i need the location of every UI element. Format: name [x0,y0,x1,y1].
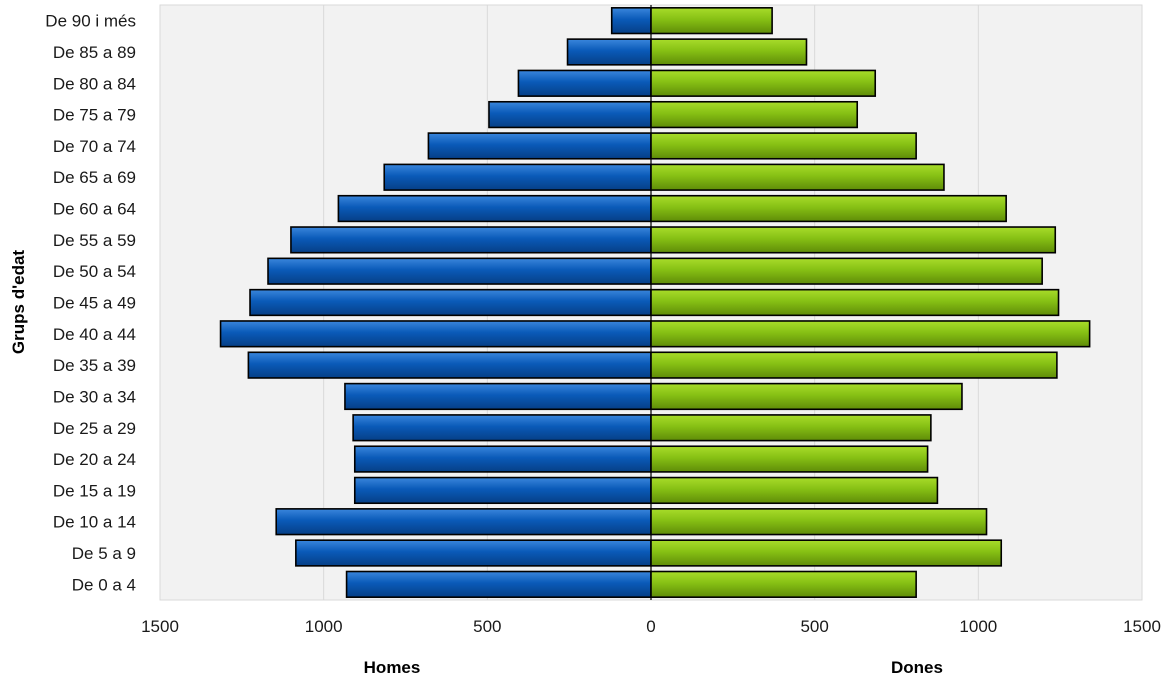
y-tick-label: De 55 a 59 [53,231,136,250]
y-tick-label: De 45 a 49 [53,294,136,313]
x-tick-label: 500 [473,617,501,636]
bar-homes-14 [427,132,652,160]
bar-homes-0 [345,570,652,598]
bar-dones-4 [650,445,929,473]
bar-dones-5 [650,414,932,442]
bar-homes-5 [352,414,652,442]
bar-homes-11 [290,226,652,254]
bar-homes-18 [610,7,652,35]
bar-homes-6 [344,382,652,411]
bar-homes-7 [247,351,652,379]
y-tick-labels: De 0 a 4 De 5 a 9 De 10 a 14 De 15 a 19 De 2… [45,12,136,595]
bar-dones-2 [650,508,988,536]
bar-homes-2 [275,508,652,536]
y-tick-label: De 90 i més [45,12,136,31]
x-tick-label: 1500 [141,617,179,636]
y-tick-label: De 35 a 39 [53,356,136,375]
x-tick-label: 1000 [959,617,997,636]
bar-dones-9 [650,288,1060,317]
bar-dones-8 [650,320,1091,348]
bar-dones-10 [650,257,1043,285]
bars [219,7,1091,598]
bar-dones-16 [650,69,877,97]
bar-dones-14 [650,132,917,160]
y-tick-label: De 50 a 54 [53,262,136,281]
bar-dones-7 [650,351,1058,379]
y-tick-label: De 65 a 69 [53,168,136,187]
y-tick-label: De 0 a 4 [72,575,136,594]
bar-dones-11 [650,226,1057,254]
bar-dones-13 [650,163,945,191]
bar-homes-9 [249,288,652,317]
x-axis-title-right: Dones [891,658,943,677]
bar-dones-12 [650,194,1007,223]
bar-dones-18 [650,7,773,35]
y-tick-label: De 60 a 64 [53,200,136,219]
x-tick-label: 500 [800,617,828,636]
bar-dones-3 [650,476,939,505]
x-tick-label: 0 [646,617,655,636]
bar-dones-0 [650,570,917,598]
y-tick-label: De 40 a 44 [53,325,136,344]
bar-homes-13 [383,163,652,191]
bar-homes-10 [267,257,652,285]
x-tick-labels: 1500 1000 500 0 500 1000 1500 [141,617,1161,636]
bar-homes-4 [353,445,652,473]
y-tick-label: De 20 a 24 [53,450,136,469]
bar-homes-12 [337,194,652,223]
x-tick-label: 1500 [1123,617,1161,636]
bar-homes-1 [295,539,652,567]
bar-homes-8 [219,320,652,348]
y-tick-label: De 80 a 84 [53,74,136,93]
bar-homes-17 [566,38,652,66]
y-tick-label: De 75 a 79 [53,106,136,125]
x-tick-label: 1000 [305,617,343,636]
y-tick-label: De 10 a 14 [53,513,136,532]
bar-homes-15 [488,100,652,129]
bar-homes-16 [517,69,652,97]
y-tick-label: De 70 a 74 [53,137,136,156]
bar-dones-17 [650,38,808,66]
y-tick-label: De 85 a 89 [53,43,136,62]
bar-dones-15 [650,100,859,129]
y-tick-label: De 5 a 9 [72,544,136,563]
y-tick-label: De 30 a 34 [53,387,136,406]
y-axis-title: Grups d'edat [9,250,28,355]
bar-dones-6 [650,382,963,411]
bar-dones-1 [650,539,1003,567]
y-tick-label: De 25 a 29 [53,419,136,438]
bar-homes-3 [353,476,652,505]
x-axis-title-left: Homes [364,658,421,677]
y-tick-label: De 15 a 19 [53,481,136,500]
